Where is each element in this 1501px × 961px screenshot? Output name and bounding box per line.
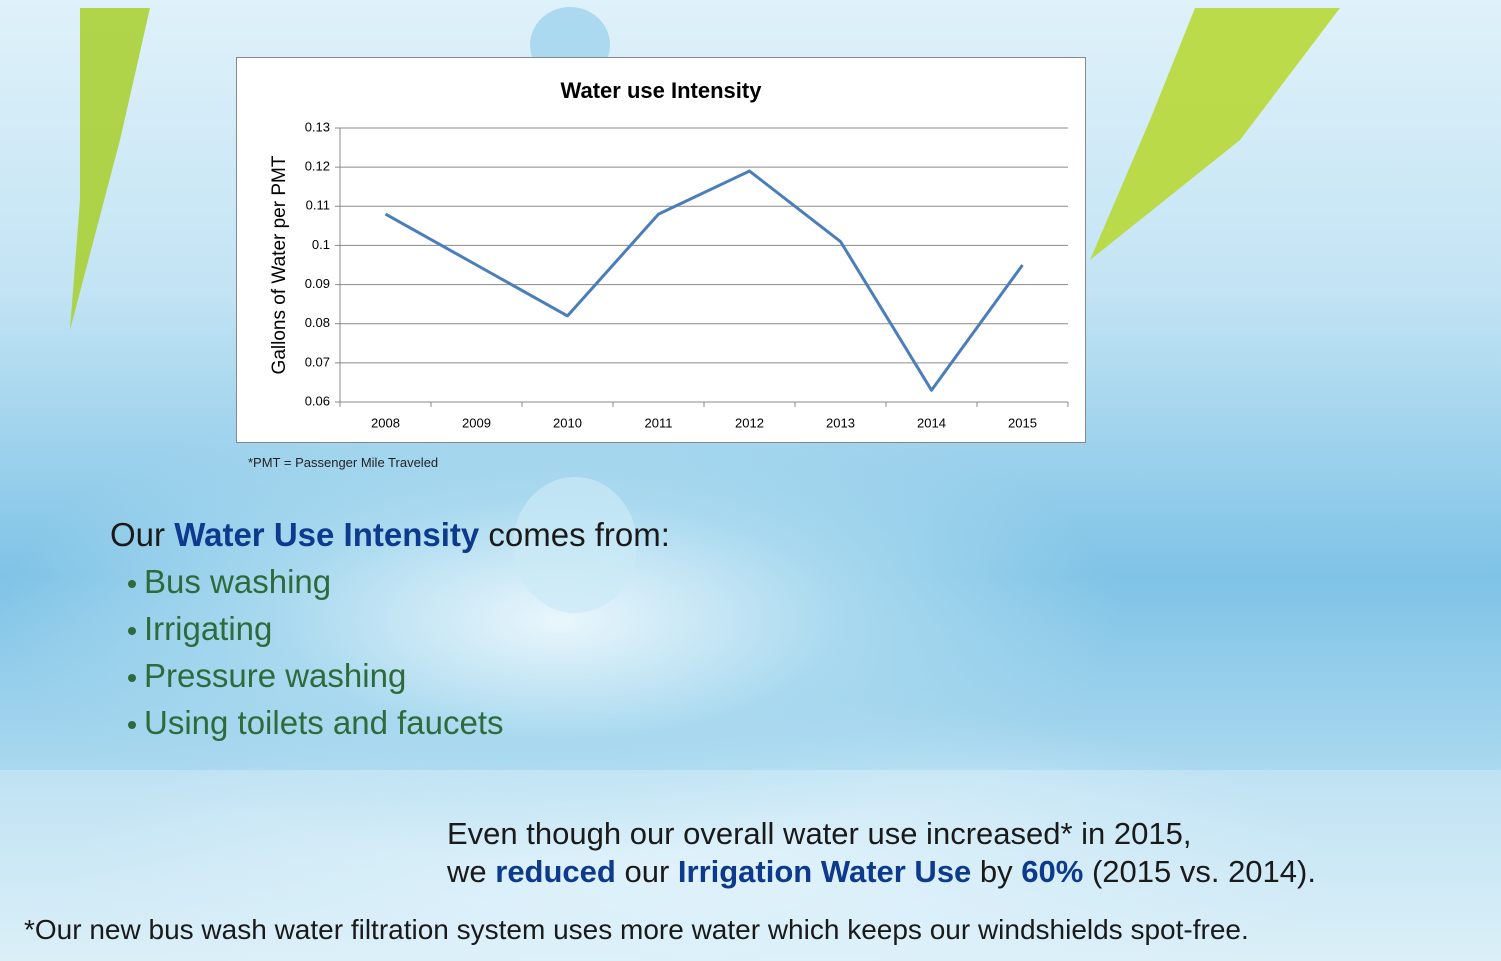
bullet-item: Bus washing: [128, 563, 331, 601]
y-tick-label: 0.11: [306, 198, 330, 213]
x-tick-label: 2013: [826, 415, 855, 430]
bullet-dot: [128, 721, 136, 730]
x-tick-label: 2015: [1008, 415, 1037, 430]
y-tick-label: 0.13: [305, 119, 330, 134]
chart-title: Water use Intensity: [561, 78, 763, 103]
x-tick-label: 2012: [735, 415, 764, 430]
statement-text: by: [971, 854, 1022, 889]
bullet-dot: [128, 674, 136, 683]
x-tick-label: 2009: [462, 415, 491, 430]
footnote: *Our new bus wash water filtration syste…: [24, 914, 1249, 945]
leaf: [1090, 8, 1340, 260]
y-tick-label: 0.12: [305, 159, 330, 174]
y-tick-label: 0.06: [305, 393, 330, 408]
statement-line: we reduced our Irrigation Water Use by 6…: [447, 854, 1316, 890]
y-tick-label: 0.07: [305, 354, 330, 369]
statement-text: (2015 vs. 2014).: [1083, 854, 1316, 889]
bullet-text: Pressure washing: [144, 657, 407, 694]
statement-text: our: [615, 854, 678, 889]
bullet-dot: [128, 580, 136, 589]
x-tick-label: 2010: [553, 415, 582, 430]
bullet-item: Using toilets and faucets: [128, 704, 504, 742]
bullet-text: Irrigating: [144, 610, 273, 647]
x-tick-label: 2014: [917, 415, 946, 430]
y-axis-label: Gallons of Water per PMT: [269, 155, 290, 374]
statement-text: we: [447, 854, 496, 889]
statement-line: Even though our overall water use increa…: [447, 816, 1192, 851]
bullet-text: Bus washing: [144, 563, 332, 600]
statement-highlight: reduced: [495, 854, 616, 889]
text-panel: [0, 770, 1501, 961]
x-tick-label: 2008: [371, 415, 400, 430]
bullet-text: Using toilets and faucets: [144, 704, 504, 741]
y-tick-label: 0.09: [305, 276, 330, 291]
x-tick-label: 2011: [645, 415, 673, 430]
y-tick-label: 0.1: [312, 237, 330, 252]
statement-highlight: 60%: [1021, 854, 1084, 889]
data-line: [384, 169, 1024, 392]
leaf: [70, 8, 150, 330]
intro-text: comes from:: [479, 516, 670, 553]
chart-frame: [236, 57, 1086, 443]
chart-note: *PMT = Passenger Mile Traveled: [248, 455, 439, 470]
droplet: [513, 477, 637, 613]
bullet-item: Pressure washing: [128, 657, 406, 695]
bullet-item: Irrigating: [128, 610, 272, 648]
intro: Our Water Use Intensity comes from:: [110, 516, 670, 554]
y-tick-label: 0.08: [305, 315, 330, 330]
intro-text: Our: [110, 516, 175, 553]
statement-highlight: Irrigation Water Use: [677, 854, 972, 889]
chart: Water use Intensity Gallons of Water per…: [236, 57, 1086, 443]
intro-highlight: Water Use Intensity: [174, 516, 480, 553]
bullet-dot: [128, 627, 136, 636]
